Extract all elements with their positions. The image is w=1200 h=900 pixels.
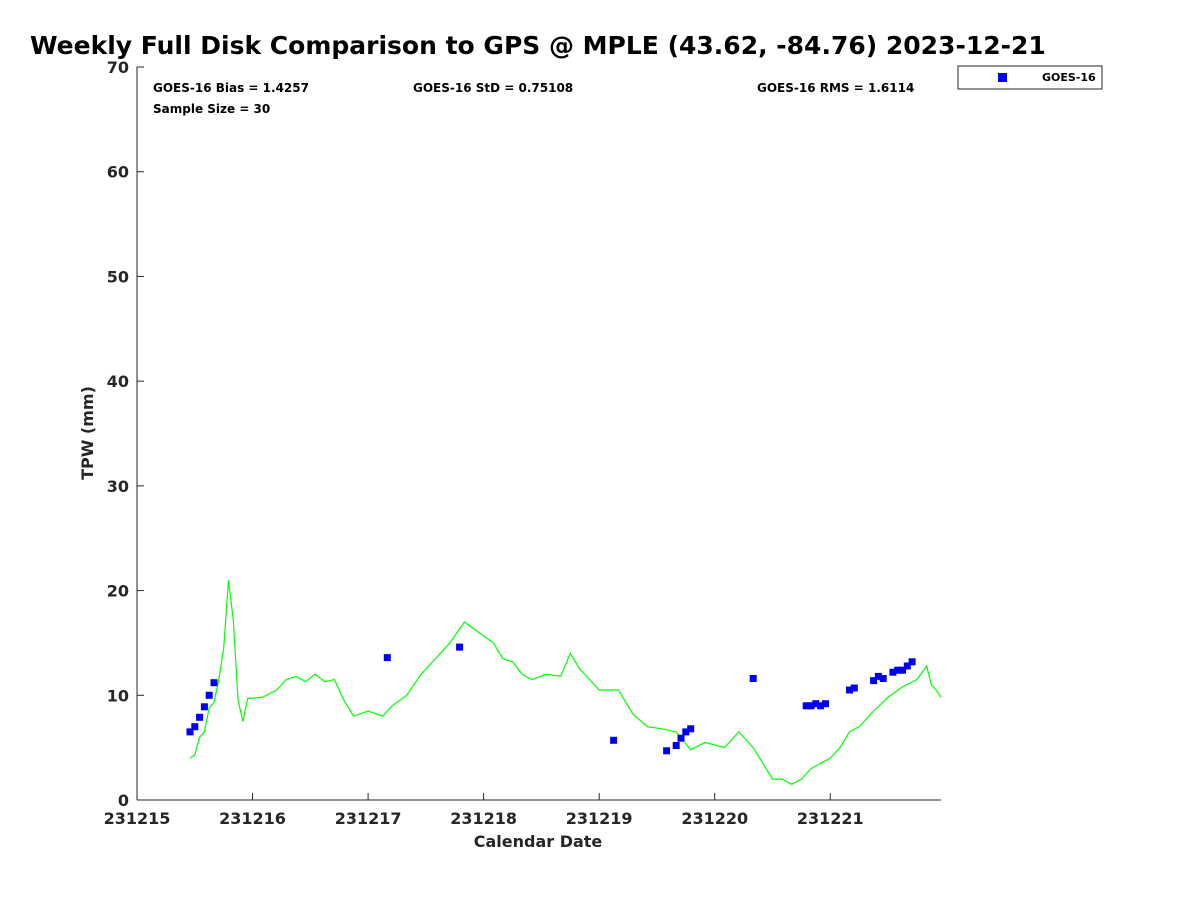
- x-tick-label: 231221: [797, 809, 864, 828]
- goes16-point: [196, 713, 204, 721]
- x-tick-label: 231219: [566, 809, 633, 828]
- legend-marker: [998, 73, 1007, 82]
- goes16-point: [456, 643, 464, 651]
- goes16-point: [899, 666, 906, 674]
- goes16-point: [894, 666, 902, 674]
- goes16-point: [822, 700, 829, 708]
- std-stat: GOES-16 StD = 0.75108: [413, 81, 573, 95]
- x-tick-label: 231217: [335, 809, 402, 828]
- goes16-point: [687, 725, 695, 733]
- goes16-point: [874, 672, 882, 680]
- y-axis-label: TPW (mm): [78, 386, 97, 480]
- y-tick-label: 20: [107, 582, 129, 601]
- x-tick-label: 231215: [104, 809, 171, 828]
- goes16-point: [682, 728, 690, 736]
- goes16-point: [186, 728, 194, 736]
- legend: GOES-16: [957, 65, 1103, 90]
- y-tick-label: 50: [107, 267, 129, 286]
- x-tick-label: 231218: [450, 809, 517, 828]
- goes16-point: [879, 675, 887, 682]
- gps-tpw-line: [189, 580, 942, 785]
- goes16-point: [908, 658, 916, 666]
- sample-size-stat: Sample Size = 30: [153, 102, 270, 116]
- goes16-point: [677, 734, 685, 742]
- legend-box: [957, 65, 1103, 90]
- goes16-point: [383, 654, 391, 662]
- y-axis-ticks: 0 10 20 30 40 50 60 70: [107, 58, 144, 810]
- x-axis-label: Calendar Date: [474, 832, 603, 851]
- goes16-point: [210, 679, 218, 687]
- goes16-point: [663, 747, 671, 755]
- plot-area: [137, 67, 941, 800]
- x-tick-label: 231220: [681, 809, 748, 828]
- x-axis-ticks: 231215 231216 231217 231218 231219 231220 2312…: [104, 793, 864, 828]
- goes16-tpw-series: [186, 643, 916, 755]
- goes16-point: [850, 684, 858, 692]
- y-tick-label: 0: [118, 791, 129, 810]
- goes16-point: [749, 675, 757, 682]
- y-tick-label: 40: [107, 372, 129, 391]
- goes16-point: [191, 723, 199, 731]
- y-tick-label: 70: [107, 58, 129, 77]
- goes16-point: [846, 686, 853, 694]
- x-tick-label: 231216: [219, 809, 286, 828]
- gps-tpw-series: [189, 580, 942, 785]
- goes16-point: [672, 742, 680, 749]
- goes16-point: [610, 736, 618, 744]
- goes16-point: [802, 702, 810, 710]
- goes16-point: [903, 662, 911, 670]
- goes16-point: [807, 702, 815, 710]
- goes16-point: [817, 702, 825, 710]
- goes16-point: [200, 703, 208, 711]
- bias-stat: GOES-16 Bias = 1.4257: [153, 81, 309, 95]
- goes16-point: [889, 668, 897, 676]
- legend-label-goes16: GOES-16: [1042, 71, 1096, 84]
- chart-title: Weekly Full Disk Comparison to GPS @ MPL…: [30, 31, 1046, 60]
- rms-stat: GOES-16 RMS = 1.6114: [757, 81, 914, 95]
- y-tick-label: 60: [107, 163, 129, 182]
- goes16-point: [812, 700, 820, 708]
- y-tick-label: 30: [107, 477, 129, 496]
- goes16-point: [205, 691, 213, 699]
- goes16-point: [870, 677, 878, 685]
- y-tick-label: 10: [107, 686, 129, 705]
